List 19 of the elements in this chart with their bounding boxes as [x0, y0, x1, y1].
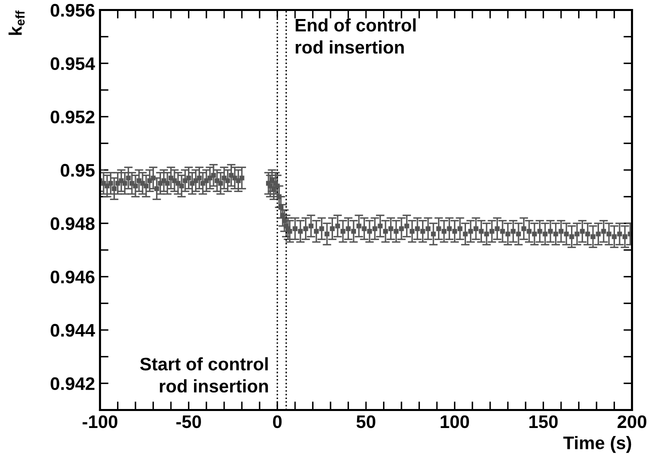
y-axis-title: k$_{eff}$	[8, 10, 25, 35]
x-tick-label: 150	[529, 415, 558, 428]
x-tick-label: -50	[176, 415, 201, 428]
y-tick-label: 0.956	[50, 4, 94, 17]
ref-line-label: Start of control rod insertion	[140, 357, 268, 393]
x-tick-label: 0	[273, 415, 282, 428]
x-tick-label: 50	[356, 415, 376, 428]
ref-line-label: End of control rod insertion	[296, 18, 416, 54]
x-tick-label: 100	[440, 415, 469, 428]
y-tick-label: 0.95	[60, 164, 95, 177]
y-tick-label: 0.948	[50, 217, 95, 230]
y-tick-label: 0.952	[50, 110, 94, 124]
y-tick-label: 0.946	[50, 270, 94, 284]
y-tick-label: 0.942	[50, 377, 94, 390]
x-tick-label: 200	[618, 415, 646, 428]
y-tick-label: 0.954	[50, 57, 96, 70]
x-axis-title: Time (s)	[563, 436, 632, 453]
x-tick-label: -100	[82, 415, 118, 428]
y-tick-label: 0.944	[50, 324, 96, 337]
